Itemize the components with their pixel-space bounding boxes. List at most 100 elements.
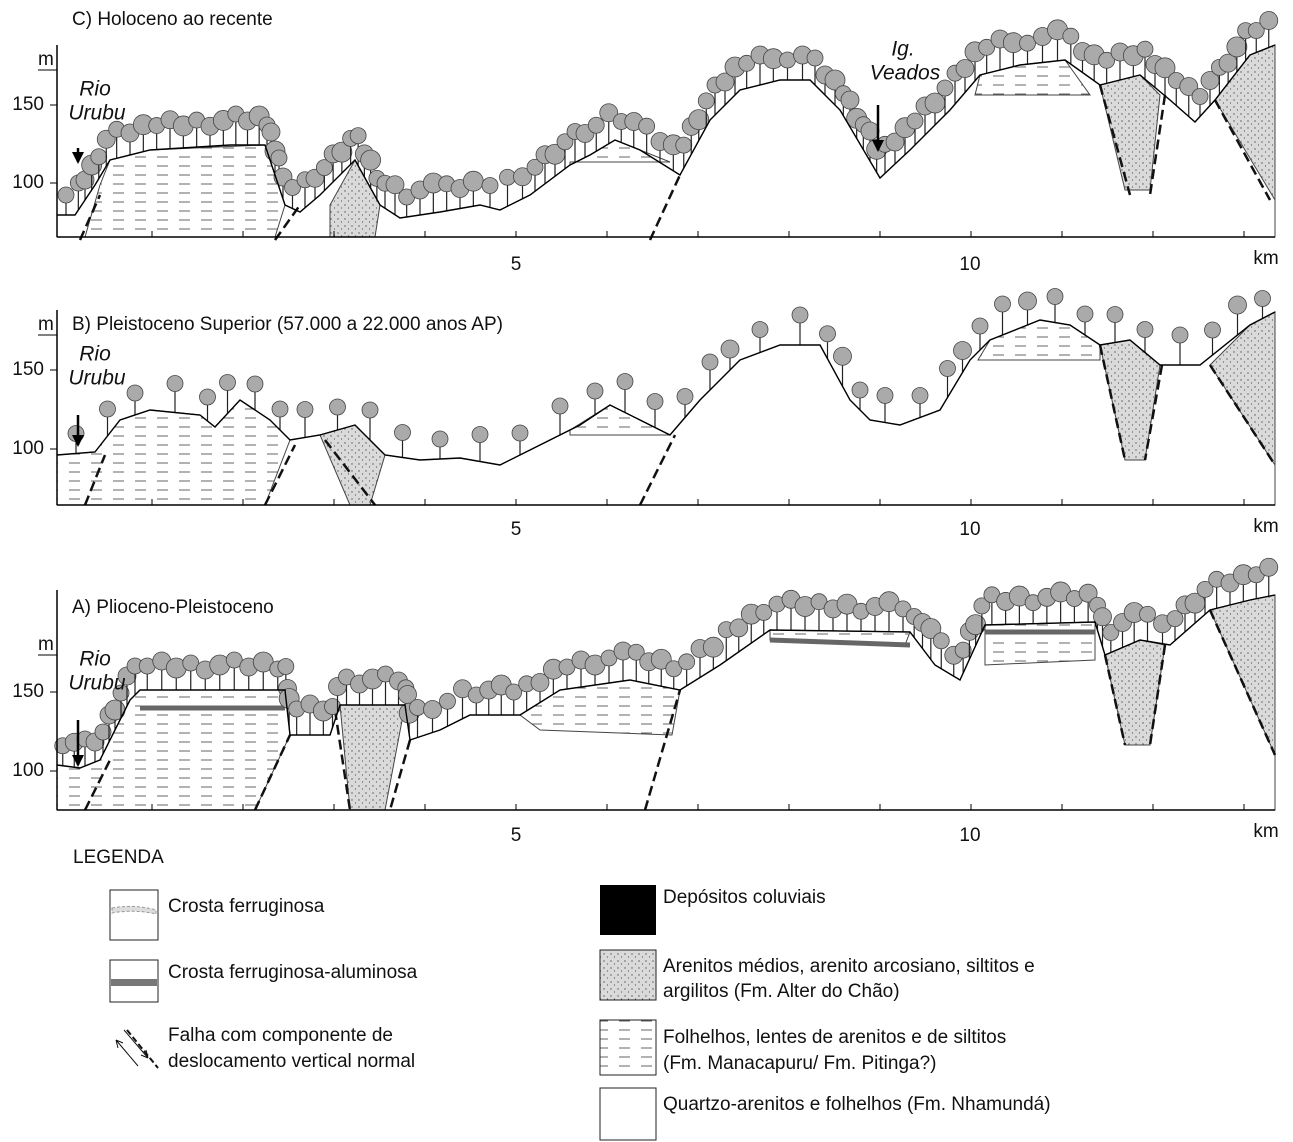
tree-crown (482, 178, 498, 194)
tree-crown (410, 700, 426, 716)
tree-crown (925, 93, 945, 113)
tree-crown (167, 376, 183, 392)
x-tick-label: 5 (511, 825, 522, 846)
tree-crown (639, 118, 655, 134)
panel-title: C) Holoceno ao recente (72, 9, 273, 30)
legend-label: Depósitos coluviais (663, 887, 826, 908)
legend-swatch (600, 1020, 656, 1075)
tree-crown (1063, 28, 1079, 44)
tree-crown (721, 340, 739, 358)
tree-crown (350, 128, 366, 144)
tree-crown (677, 389, 693, 405)
x-tick-label: 5 (511, 519, 522, 540)
tree-crown (424, 701, 442, 719)
tree-crown (278, 659, 294, 675)
tree-crown (91, 149, 107, 165)
tree-crown (907, 113, 923, 129)
tree-crown (792, 307, 808, 323)
tree-crown (1172, 327, 1188, 343)
legend-swatch (111, 979, 157, 986)
tree-crown (1260, 12, 1278, 30)
legend-label: argilitos (Fm. Alter do Chão) (663, 981, 900, 1002)
tree-crown (1229, 296, 1247, 314)
annotation: Rio (79, 78, 111, 101)
y-unit: m (38, 314, 54, 335)
tree-crown (262, 123, 280, 141)
legend-label: (Fm. Manacapuru/ Fm. Pitinga?) (663, 1053, 936, 1074)
tree-crown (780, 52, 796, 68)
tree-crown (361, 150, 381, 170)
tree-crown (1107, 307, 1123, 323)
cross-section: C) Holoceno ao recentem150100510kmRioUru… (12, 9, 1278, 275)
annotation: Urubu (68, 672, 126, 695)
panel-title: B) Pleistoceno Superior (57.000 a 22.000… (72, 314, 503, 335)
tree-crown (58, 187, 74, 203)
tree-crown (247, 376, 263, 392)
tree-crown (820, 326, 836, 342)
tree-crown (1077, 306, 1093, 322)
tree-crown (472, 427, 488, 443)
legend-label: Arenitos médios, arenito arcosiano, silt… (663, 956, 1035, 977)
legend-label: Falha com componente de (168, 1025, 393, 1046)
tree-crown (1205, 322, 1221, 338)
y-unit: m (38, 634, 54, 655)
cross-section: B) Pleistoceno Superior (57.000 a 22.000… (12, 289, 1278, 541)
tree-crown (1137, 322, 1153, 338)
tree-crown (220, 375, 236, 391)
tree-crown (955, 642, 971, 658)
legend-title: LEGENDA (73, 847, 164, 868)
legend-swatch (600, 1088, 656, 1140)
tree-crown (1140, 606, 1156, 622)
tree-crown (1137, 41, 1153, 57)
tree-crown (432, 431, 448, 447)
y-tick-label: 100 (12, 172, 44, 193)
tree-crown (972, 318, 988, 334)
tree-crown (362, 402, 378, 418)
tree-crown (440, 693, 456, 709)
legend-swatch (600, 885, 656, 935)
shale-formation (978, 320, 1100, 360)
tree-crown (587, 383, 603, 399)
annotation: Urubu (68, 102, 126, 125)
x-unit: km (1253, 821, 1278, 842)
tree-crown (588, 117, 604, 133)
diagram: C) Holoceno ao recentem150100510kmRioUru… (0, 0, 1293, 1142)
tree-crown (500, 169, 516, 185)
legend-swatch (110, 890, 158, 940)
annotation: Rio (79, 343, 111, 366)
tree-crown (703, 637, 723, 657)
annotation: Rio (79, 648, 111, 671)
tree-crown (861, 122, 879, 140)
tree-crown (552, 398, 568, 414)
tree-crown (127, 385, 143, 401)
legend-label: Crosta ferruginosa-aluminosa (168, 962, 418, 983)
cross-section: A) Plioceno-Pleistocenom150100510kmRioUr… (12, 558, 1278, 846)
annotation: Veados (870, 62, 941, 85)
tree-crown (1047, 289, 1063, 305)
tree-crown (933, 633, 949, 649)
tree-crown (1227, 37, 1247, 57)
tree-crown (698, 93, 714, 109)
tree-crown (272, 401, 288, 417)
y-tick-label: 100 (12, 760, 44, 781)
tree-crown (852, 382, 868, 398)
tree-crown (1255, 291, 1271, 307)
y-tick-label: 150 (12, 681, 44, 702)
legend-label: Crosta ferruginosa (168, 896, 325, 917)
tree-crown (1020, 35, 1036, 51)
tree-crown (834, 347, 852, 365)
x-tick-label: 10 (959, 519, 980, 540)
tree-crown (271, 150, 287, 166)
tree-crown (940, 361, 956, 377)
tree-crown (1019, 292, 1037, 310)
tree-crown (679, 654, 695, 670)
tree-crown (752, 322, 768, 338)
tree-crown (512, 425, 528, 441)
panel-title: A) Plioceno-Pleistoceno (72, 597, 274, 618)
legend-label: Folhelhos, lentes de arenitos e de silti… (663, 1027, 1006, 1048)
annotation: Ig. (891, 38, 914, 61)
tree-crown (463, 171, 483, 191)
y-tick-label: 150 (12, 94, 44, 115)
tree-crown (647, 394, 663, 410)
shale-formation (985, 622, 1095, 665)
